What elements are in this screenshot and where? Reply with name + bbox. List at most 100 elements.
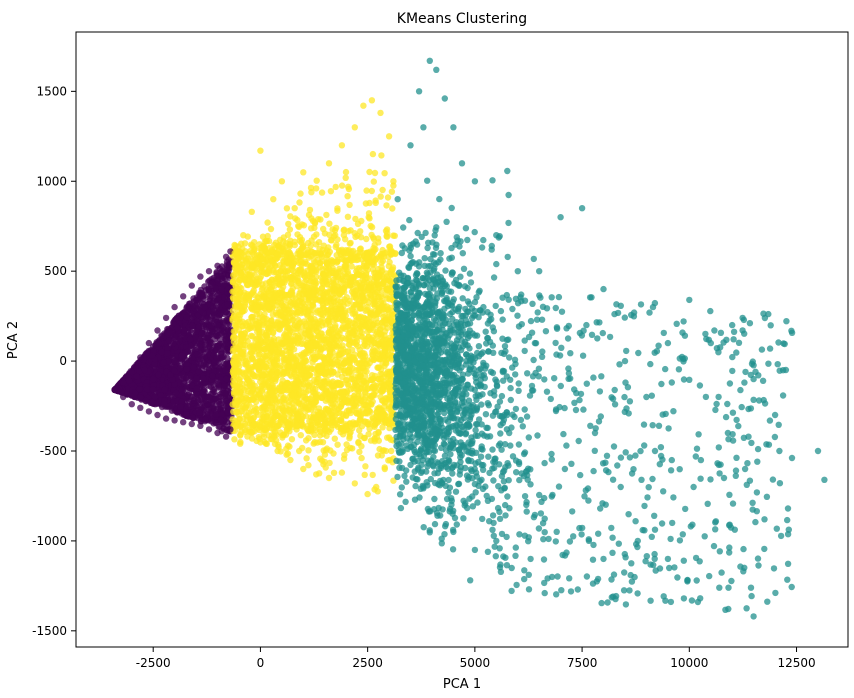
cluster-0-point (190, 364, 197, 371)
cluster-0-point (161, 386, 168, 393)
cluster-1-point (375, 364, 383, 371)
cluster-0-point (177, 403, 184, 410)
cluster-0-point (189, 414, 196, 422)
cluster-0-point (188, 322, 196, 330)
cluster-1-point (267, 397, 275, 404)
cluster-1-point (235, 293, 242, 300)
cluster-0-point (188, 342, 195, 349)
cluster-1-point (238, 270, 245, 277)
cluster-1-point (388, 311, 396, 318)
cluster-1-point (295, 378, 302, 385)
cluster-0-point (208, 322, 215, 329)
cluster-0-point (192, 302, 199, 309)
cluster-1-point (363, 408, 370, 415)
cluster-0-point (212, 411, 220, 418)
cluster-0-point (214, 329, 221, 336)
cluster-1-point (229, 278, 237, 285)
cluster-1-point (288, 373, 295, 380)
cluster-0-point (191, 397, 198, 404)
cluster-1-point (302, 357, 309, 364)
cluster-1-point (289, 400, 296, 407)
cluster-0-point (223, 354, 231, 361)
cluster-0-point (133, 373, 140, 380)
cluster-1-point (248, 390, 255, 397)
cluster-1-point (353, 410, 361, 417)
cluster-1-point (331, 412, 338, 419)
cluster-0-point (198, 330, 206, 337)
cluster-0-point (164, 350, 171, 357)
cluster-1-point (343, 294, 350, 301)
cluster-1-point (306, 279, 313, 286)
cluster-1-point (349, 346, 356, 354)
cluster-0-point (180, 379, 188, 387)
cluster-1-point (381, 346, 389, 353)
cluster-1-point (327, 399, 334, 407)
cluster-1-point (296, 400, 303, 407)
cluster-0-point (183, 366, 190, 373)
cluster-0-point (158, 332, 165, 339)
cluster-1-point (302, 412, 310, 420)
cluster-0-point (148, 352, 156, 359)
cluster-0-point (172, 389, 180, 397)
cluster-1-point (344, 300, 351, 307)
cluster-1-point (242, 320, 250, 327)
cluster-0-point (194, 318, 201, 325)
cluster-0-point (193, 351, 201, 358)
cluster-0-point (222, 336, 229, 344)
cluster-1-point (229, 401, 236, 408)
cluster-1-point (287, 353, 295, 361)
cluster-0-point (208, 418, 215, 425)
cluster-0-point (180, 374, 188, 381)
cluster-0-point (221, 383, 228, 390)
cluster-1-point (348, 263, 355, 270)
cluster-0-point (221, 360, 228, 367)
cluster-1-point (360, 343, 367, 350)
cluster-0-point (176, 365, 184, 372)
cluster-1-point (275, 336, 282, 343)
cluster-0-point (186, 335, 194, 343)
cluster-0-point (224, 301, 231, 308)
cluster-0-point (188, 382, 195, 389)
cluster-1-point (272, 289, 279, 296)
cluster-0-point (210, 309, 218, 317)
cluster-0-point (187, 372, 194, 380)
cluster-0-point (171, 367, 178, 374)
cluster-1-point (249, 381, 256, 389)
cluster-1-point (379, 267, 386, 274)
cluster-0-point (173, 324, 181, 332)
cluster-1-point (321, 343, 329, 351)
cluster-1-point (297, 405, 304, 413)
cluster-0-point (213, 354, 221, 361)
cluster-0-point (195, 368, 203, 375)
cluster-0-point (193, 375, 200, 382)
cluster-0-point (183, 303, 191, 310)
cluster-1-point (260, 322, 267, 329)
chart-title: KMeans Clustering (397, 11, 527, 27)
cluster-0-point (213, 285, 220, 292)
cluster-0-point (160, 359, 167, 366)
cluster-0-point (200, 353, 208, 360)
cluster-0-point (125, 377, 133, 384)
cluster-0-point (200, 360, 208, 367)
cluster-0-point (216, 368, 223, 375)
cluster-1-point (255, 390, 263, 398)
cluster-0-point (183, 314, 190, 321)
cluster-0-point (151, 393, 159, 401)
cluster-1-point (337, 298, 344, 305)
cluster-1-point (327, 368, 334, 375)
cluster-0-point (223, 418, 230, 426)
cluster-1-point (330, 383, 337, 390)
cluster-0-point (217, 416, 225, 424)
cluster-1-point (342, 356, 349, 363)
points-layer (111, 57, 828, 620)
cluster-1-point (357, 328, 364, 335)
cluster-1-point (229, 307, 237, 314)
cluster-0-point (155, 339, 163, 347)
cluster-0-point (181, 327, 188, 334)
cluster-1-point (236, 315, 243, 322)
cluster-1-point (332, 389, 339, 397)
cluster-0-point (216, 393, 223, 401)
cluster-0-point (137, 394, 144, 401)
cluster-0-point (207, 383, 214, 390)
